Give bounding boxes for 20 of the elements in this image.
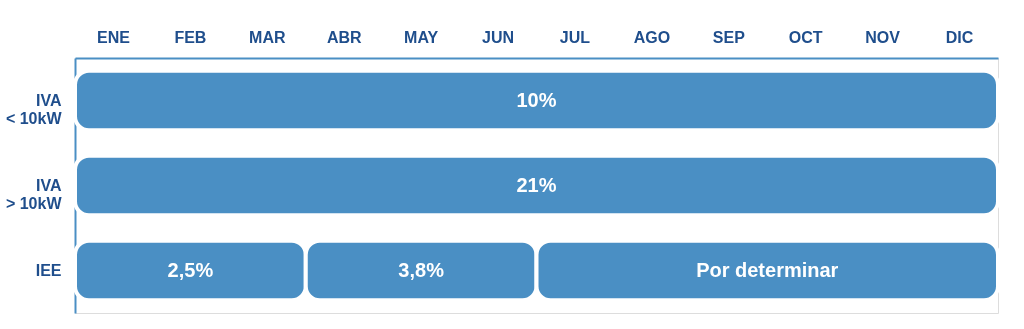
text: JUL	[559, 29, 591, 46]
text: MAR	[249, 29, 286, 46]
text: FEB	[174, 29, 207, 46]
y-tick-label: IVA > 10kW	[5, 176, 63, 212]
annotation: 3,8%	[398, 258, 445, 281]
annotation: 10%	[516, 88, 557, 111]
y-tick-label: IVA < 10kW	[5, 91, 63, 127]
text: JUN	[482, 29, 515, 46]
annotation: 21%	[516, 173, 557, 196]
text: ABR	[326, 29, 362, 46]
text: ENE	[97, 29, 131, 46]
text: NOV	[865, 29, 901, 46]
text: AGO	[633, 29, 671, 46]
y-tick-label: IEE	[35, 261, 62, 279]
text: DIC	[945, 29, 974, 46]
text: OCT	[788, 29, 823, 46]
text: SEP	[712, 29, 746, 46]
text: MAY	[404, 29, 439, 46]
annotation: Por determinar	[696, 258, 839, 281]
annotation: 2,5%	[167, 258, 214, 281]
